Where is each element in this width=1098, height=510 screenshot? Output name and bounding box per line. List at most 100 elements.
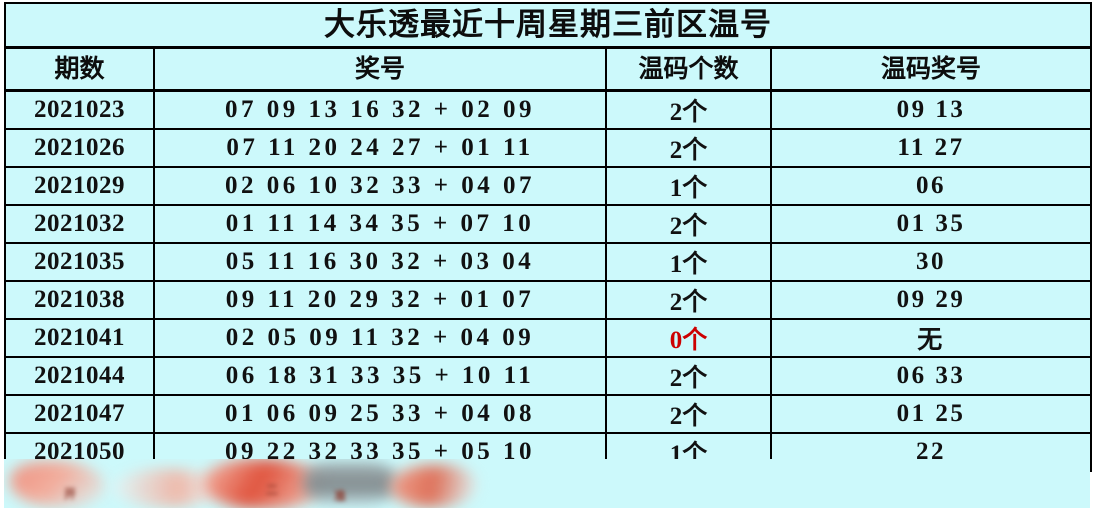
cell-count: 2个 [605,89,772,130]
warm-value: 09 13 [896,96,966,123]
count-value: 1个 [669,251,708,278]
cell-award: 07 09 13 16 32 + 02 09 [153,89,607,130]
period-value: 2021032 [34,210,125,237]
watermark-blob [112,469,222,507]
cell-warm: 06 [770,166,1092,206]
table-row: 2021032 01 11 14 34 35 + 07 10 2个 01 35 [4,204,1092,244]
period-value: 2021041 [34,324,125,351]
award-value: 02 05 09 11 32 + 04 09 [225,324,535,351]
table-row: 2021035 05 11 16 30 32 + 03 04 1个 30 [4,242,1092,282]
warm-value: 30 [916,248,946,275]
cell-award: 06 18 31 33 35 + 10 11 [153,356,607,396]
cell-award: 07 11 20 24 27 + 01 11 [153,128,607,168]
cell-count: 2个 [605,204,772,244]
cell-period: 2021038 [4,280,155,320]
period-value: 2021044 [34,362,125,389]
cell-award: 05 11 16 30 32 + 03 04 [153,242,607,282]
cell-warm: 09 29 [770,280,1092,320]
column-header-warm-label: 温码奖号 [880,54,981,83]
cell-period: 2021047 [4,394,155,434]
cell-warm: 11 27 [770,128,1092,168]
award-value: 01 11 14 34 35 + 07 10 [225,210,535,237]
cell-count: 2个 [605,394,772,434]
count-value: 2个 [669,137,708,164]
period-value: 2021038 [34,286,125,313]
cell-period: 2021032 [4,204,155,244]
table-title-cell: 大乐透最近十周星期三前区温号 [4,2,1092,49]
cell-count: 2个 [605,280,772,320]
count-value: 1个 [669,175,708,202]
cell-count: 2个 [605,356,772,396]
cell-warm: 01 25 [770,394,1092,434]
count-value: 2个 [669,99,708,126]
table-row: 2021026 07 11 20 24 27 + 01 11 2个 11 27 [4,128,1092,168]
column-header-award: 奖号 [153,46,607,92]
lottery-table: 大乐透最近十周星期三前区温号 期数 奖号 温码个数 温码奖号 2021023 [4,2,1092,472]
award-value: 07 09 13 16 32 + 02 09 [225,96,535,123]
watermark-tick-mark: 准 [334,489,347,503]
watermark-band: 开 二 准 [4,459,1090,508]
cell-period: 2021026 [4,128,155,168]
table-body: 大乐透最近十周星期三前区温号 期数 奖号 温码个数 温码奖号 2021023 [4,2,1092,472]
award-value: 09 11 20 29 32 + 01 07 [225,286,535,313]
cell-warm: 09 13 [770,89,1092,130]
cell-warm: 无 [770,318,1092,358]
watermark-blob [10,461,106,507]
cell-award: 01 11 14 34 35 + 07 10 [153,204,607,244]
cell-warm: 06 33 [770,356,1092,396]
column-header-period-label: 期数 [54,54,105,83]
warm-value: 01 25 [896,400,966,427]
cell-count: 0个 [605,318,772,358]
warm-value: 06 33 [896,362,966,389]
column-header-count: 温码个数 [605,46,772,92]
award-value: 02 06 10 32 33 + 04 07 [225,172,535,199]
period-value: 2021026 [34,134,125,161]
count-value: 0个 [669,327,708,354]
cell-award: 02 05 09 11 32 + 04 09 [153,318,607,358]
table-row: 2021044 06 18 31 33 35 + 10 11 2个 06 33 [4,356,1092,396]
cell-warm: 01 35 [770,204,1092,244]
column-header-warm: 温码奖号 [770,46,1092,92]
column-header-award-label: 奖号 [354,54,405,83]
count-value: 2个 [669,403,708,430]
cell-period: 2021023 [4,89,155,130]
table-row: 2021029 02 06 10 32 33 + 04 07 1个 06 [4,166,1092,206]
cell-award: 01 06 09 25 33 + 04 08 [153,394,607,434]
page-title: 大乐透最近十周星期三前区温号 [324,6,772,43]
period-value: 2021047 [34,400,125,427]
award-value: 05 11 16 30 32 + 03 04 [225,248,535,275]
count-value: 2个 [669,365,708,392]
bottom-margin [0,506,1098,510]
warm-value: 01 35 [896,210,966,237]
cell-period: 2021029 [4,166,155,206]
watermark-tick-mark: 二 [266,483,279,497]
warm-value: 06 [916,172,946,199]
period-value: 2021029 [34,172,125,199]
warm-value: 无 [917,327,945,354]
table-row: 2021047 01 06 09 25 33 + 04 08 2个 01 25 [4,394,1092,434]
period-value: 2021023 [34,96,125,123]
award-value: 07 11 20 24 27 + 01 11 [226,134,534,161]
cell-award: 02 06 10 32 33 + 04 07 [153,166,607,206]
cell-period: 2021041 [4,318,155,358]
warm-value: 09 29 [896,286,966,313]
table-header-row: 期数 奖号 温码个数 温码奖号 [4,46,1092,92]
cell-warm: 30 [770,242,1092,282]
count-value: 2个 [669,289,708,316]
warm-value: 11 27 [897,134,965,161]
table-row: 2021038 09 11 20 29 32 + 01 07 2个 09 29 [4,280,1092,320]
cell-period: 2021035 [4,242,155,282]
cell-count: 1个 [605,242,772,282]
cell-count: 1个 [605,166,772,206]
column-header-count-label: 温码个数 [638,54,739,83]
cell-award: 09 11 20 29 32 + 01 07 [153,280,607,320]
cell-period: 2021044 [4,356,155,396]
watermark-tick-mark: 开 [64,487,77,501]
award-value: 01 06 09 25 33 + 04 08 [225,400,535,427]
table-row: 2021041 02 05 09 11 32 + 04 09 0个 无 [4,318,1092,358]
cell-count: 2个 [605,128,772,168]
column-header-period: 期数 [4,46,155,92]
award-value: 06 18 31 33 35 + 10 11 [225,362,535,389]
watermark-blob [304,463,396,507]
